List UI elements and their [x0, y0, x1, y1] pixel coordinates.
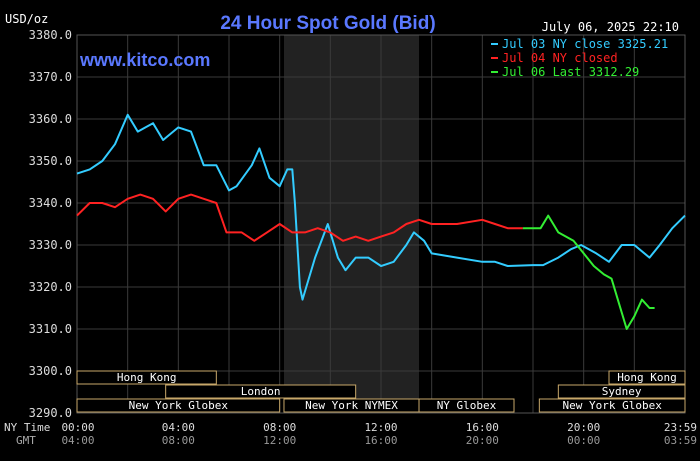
nymex-highlight-band	[283, 35, 419, 413]
session-label-2: New York Globex	[129, 399, 229, 412]
gmt-label: GMT	[16, 434, 36, 447]
session-bar-7: New York Globex	[538, 398, 686, 413]
session-label-4: NY Globex	[437, 399, 497, 412]
y-tick-label-7: 3360.0	[29, 112, 72, 126]
legend-entry-2: Jul 06 Last 3312.29	[502, 65, 639, 79]
y-tick-label-4: 3330.0	[29, 238, 72, 252]
session-label-5: Hong Kong	[617, 371, 677, 384]
x-tick-ny-3: 12:00	[364, 421, 397, 434]
session-bar-rect	[557, 384, 686, 399]
session-label-6: Sydney	[602, 385, 642, 398]
session-bar-rect	[76, 398, 281, 413]
x-tick-gmt-5: 00:00	[567, 434, 600, 447]
y-tick-label-6: 3350.0	[29, 154, 72, 168]
chart-datetime: July 06, 2025 22:10	[542, 20, 679, 34]
session-bar-rect	[538, 398, 686, 413]
series-line-2	[522, 214, 655, 330]
session-label-0: Hong Kong	[117, 371, 177, 384]
y-units-label: USD/oz	[5, 12, 48, 26]
legend: Jul 03 NY close 3325.21 Jul 04 NY closed…	[491, 37, 668, 79]
session-bar-rect	[76, 370, 217, 385]
x-tick-ny-0: 00:00	[61, 421, 94, 434]
y-tick-label-3: 3320.0	[29, 280, 72, 294]
y-tick-label-1: 3300.0	[29, 364, 72, 378]
session-bar-rect	[165, 384, 357, 399]
ny-time-label: NY Time	[4, 421, 50, 434]
x-tick-gmt-6: 03:59	[664, 434, 697, 447]
session-bar-2: New York Globex	[76, 398, 281, 413]
y-tick-label-9: 3380.0	[29, 28, 72, 42]
session-label-1: London	[241, 385, 281, 398]
session-label-7: New York Globex	[562, 399, 662, 412]
session-bar-4: NY Globex	[418, 398, 515, 413]
session-bar-1: London	[165, 384, 357, 399]
session-bar-6: Sydney	[557, 384, 686, 399]
y-tick-label-8: 3370.0	[29, 70, 72, 84]
session-bar-rect	[608, 370, 686, 385]
y-tick-label-2: 3310.0	[29, 322, 72, 336]
session-bar-rect	[418, 398, 515, 413]
y-tick-label-5: 3340.0	[29, 196, 72, 210]
x-tick-gmt-3: 16:00	[364, 434, 397, 447]
watermark-url: www.kitco.com	[79, 50, 210, 70]
x-tick-ny-6: 23:59	[664, 421, 697, 434]
x-tick-gmt-0: 04:00	[61, 434, 94, 447]
plot-frame	[76, 34, 686, 414]
legend-entry-0: Jul 03 NY close 3325.21	[502, 37, 668, 51]
session-label-3: New York NYMEX	[305, 399, 398, 412]
chart-title: 24 Hour Spot Gold (Bid)	[220, 13, 435, 34]
x-tick-gmt-1: 08:00	[162, 434, 195, 447]
x-tick-ny-4: 16:00	[466, 421, 499, 434]
session-bar-0: Hong Kong	[76, 370, 217, 385]
session-bar-3: New York NYMEX	[283, 398, 420, 413]
session-bar-5: Hong Kong	[608, 370, 686, 385]
x-tick-gmt-2: 12:00	[263, 434, 296, 447]
legend-entry-1: Jul 04 NY closed	[502, 51, 618, 65]
series-line-0	[76, 113, 686, 301]
x-tick-gmt-4: 20:00	[466, 434, 499, 447]
y-tick-label-0: 3290.0	[29, 406, 72, 420]
x-tick-ny-1: 04:00	[162, 421, 195, 434]
x-tick-ny-5: 20:00	[567, 421, 600, 434]
series-line-1	[76, 193, 523, 242]
x-tick-ny-2: 08:00	[263, 421, 296, 434]
